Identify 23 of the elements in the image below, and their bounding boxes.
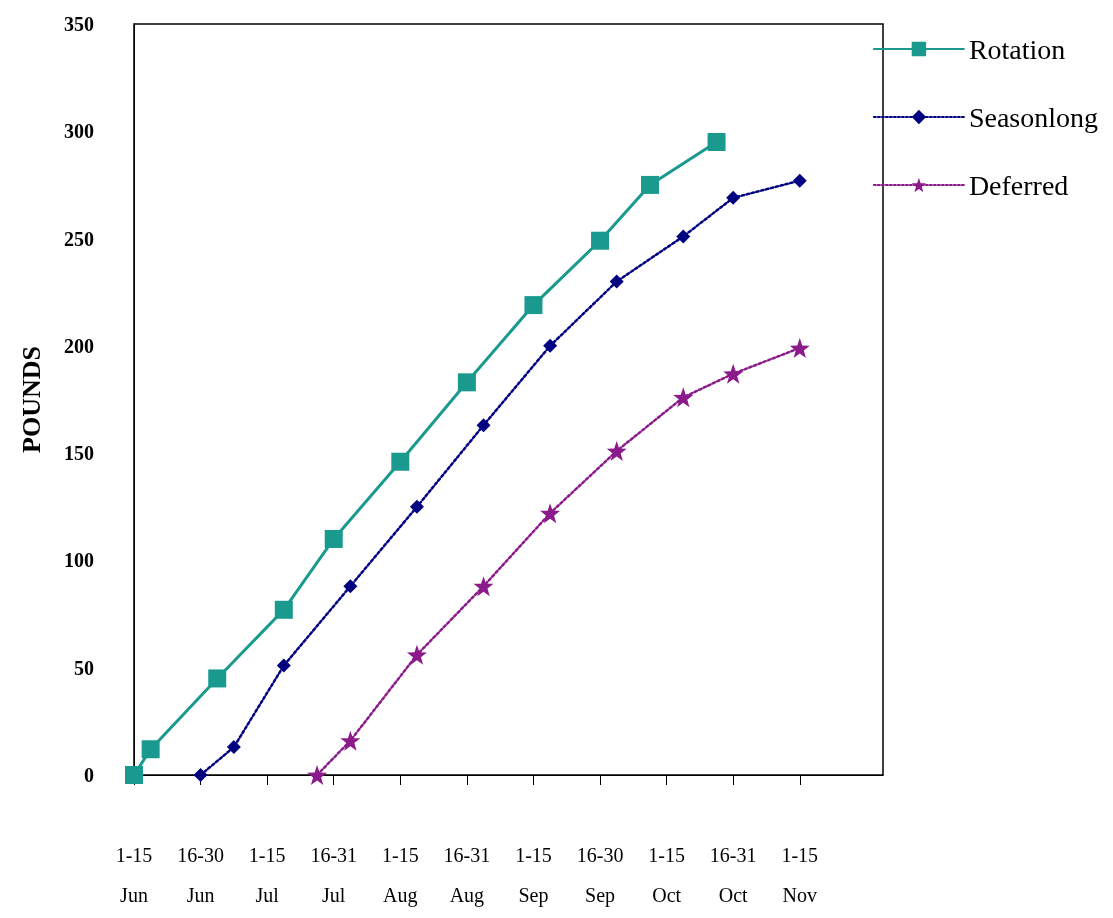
- x-tick-label: 1-15 Aug: [381, 844, 419, 907]
- x-tick-label: 16-30 Jun: [177, 844, 224, 906]
- legend-label: Deferred: [968, 169, 1069, 201]
- legend-label: Rotation: [968, 33, 1066, 65]
- legend-label: Seasonlong: [968, 101, 1099, 133]
- y-tick-label: 300: [64, 120, 94, 143]
- x-tick-label: 16-31 Jul: [310, 844, 358, 906]
- y-tick-label: 350: [64, 13, 94, 35]
- y-axis-title: POUNDS: [16, 346, 46, 453]
- x-tick-label: 16-31 Oct: [709, 844, 757, 906]
- y-tick-label: 0: [84, 764, 94, 786]
- x-tick-label: 1-15 Sep: [515, 844, 552, 907]
- y-tick-label: 200: [64, 334, 94, 357]
- y-tick-label: 50: [74, 656, 94, 679]
- x-tick-label: 1-15 Jun: [115, 844, 153, 906]
- x-tick-label: 16-30 Sep: [576, 844, 624, 907]
- y-tick-label: 150: [64, 442, 94, 465]
- x-tick-label: 16-31 Aug: [443, 844, 491, 907]
- x-tick-label: 1-15 Oct: [648, 844, 685, 906]
- x-tick-label: 1-15 Jul: [248, 844, 286, 906]
- y-tick-label: 250: [64, 227, 94, 250]
- x-tick-label: 1-15 Nov: [781, 844, 819, 906]
- y-tick-label: 100: [64, 549, 94, 572]
